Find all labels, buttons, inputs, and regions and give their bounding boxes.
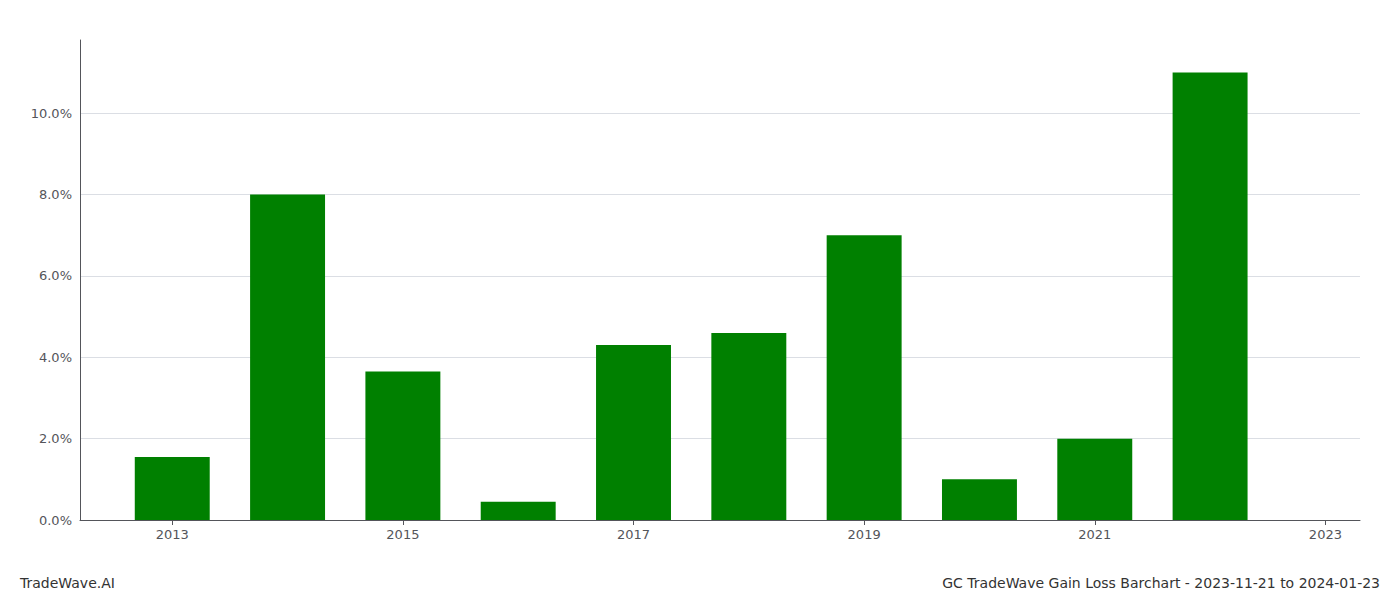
svg-text:GC TradeWave Gain Loss Barchar: GC TradeWave Gain Loss Barchart - 2023-1… — [942, 575, 1380, 591]
svg-text:2.0%: 2.0% — [39, 431, 72, 446]
svg-text:8.0%: 8.0% — [39, 187, 72, 202]
svg-text:2013: 2013 — [156, 527, 189, 542]
svg-text:2015: 2015 — [386, 527, 419, 542]
svg-text:6.0%: 6.0% — [39, 268, 72, 283]
svg-text:2019: 2019 — [848, 527, 881, 542]
svg-text:2021: 2021 — [1078, 527, 1111, 542]
svg-text:2023: 2023 — [1309, 527, 1342, 542]
svg-text:10.0%: 10.0% — [31, 106, 72, 121]
svg-text:2017: 2017 — [617, 527, 650, 542]
svg-text:4.0%: 4.0% — [39, 350, 72, 365]
svg-text:0.0%: 0.0% — [39, 513, 72, 528]
svg-text:TradeWave.AI: TradeWave.AI — [19, 575, 115, 591]
